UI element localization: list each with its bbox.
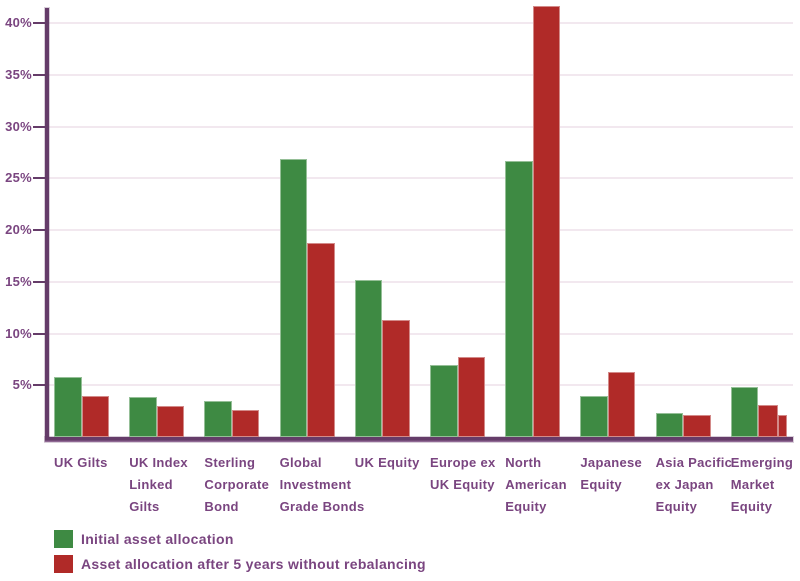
x-axis-label-7: Japanese Equity [580, 452, 666, 496]
x-axis-label-line: Grade Bonds [279, 499, 365, 514]
bar-initial-6 [505, 160, 533, 437]
x-axis-label-1: UK Index Linked Gilts [129, 452, 215, 518]
x-axis-label-8: Asia Pacific ex Japan Equity [656, 452, 742, 518]
legend-label: Asset allocation after 5 years without r… [81, 556, 426, 572]
x-axis-label-line: Equity [655, 499, 698, 514]
x-axis-label-line: UK Gilts [54, 455, 108, 470]
y-tick-mark-20% [33, 229, 46, 231]
x-axis-label-line: Equity [505, 499, 547, 514]
y-tick-label-40%: 40% [5, 15, 32, 30]
gridline-40% [49, 22, 793, 24]
bar-after5y-3 [307, 243, 335, 437]
x-axis-line [45, 437, 793, 442]
x-axis-label-6: North American Equity [505, 452, 591, 518]
x-axis-label-line: Linked [129, 477, 173, 492]
legend-swatch-red [54, 555, 73, 573]
gridline-25% [49, 177, 793, 180]
y-tick-label-20%: 20% [5, 222, 32, 237]
y-axis-line [45, 8, 49, 441]
bar-after5y-9 [758, 404, 778, 437]
legend-label: Initial asset allocation [81, 531, 234, 547]
legend: Initial asset allocation Asset allocatio… [54, 530, 426, 580]
bar-after5y-1 [156, 405, 185, 437]
y-tick-label-30%: 30% [5, 118, 32, 134]
x-axis-label-line: Global [279, 455, 322, 470]
y-tick-mark-10% [33, 332, 46, 335]
gridline-35% [49, 73, 793, 76]
bar-initial-4 [354, 279, 383, 437]
y-tick-mark-35% [33, 73, 46, 76]
y-tick-label-15%: 15% [5, 273, 32, 289]
x-axis-label-5: Europe ex UK Equity [430, 452, 516, 496]
bar-after5y-6 [532, 6, 561, 437]
x-axis-label-line: Bond [204, 499, 239, 514]
x-axis-label-line: Equity [730, 499, 773, 514]
gridline-5% [49, 384, 793, 387]
bar-after5y-2 [231, 410, 260, 437]
y-tick-mark-15% [33, 280, 46, 283]
bar-after5y-5 [457, 357, 485, 437]
x-axis-label-9: Emerging Market Equity [731, 452, 800, 518]
x-axis-label-line: Asia Pacific [655, 455, 733, 470]
bar-after5y-4 [382, 320, 410, 437]
legend-item-after-5-years: Asset allocation after 5 years without r… [54, 555, 426, 573]
bar-initial-8 [655, 413, 684, 437]
x-axis-label-line: Corporate [204, 477, 270, 492]
y-tick-mark-25% [33, 177, 46, 180]
y-tick-mark-30% [33, 125, 46, 128]
legend-item-initial-allocation: Initial asset allocation [54, 530, 426, 548]
bar-after5y-7 [607, 371, 636, 437]
y-tick-label-25%: 25% [5, 170, 32, 186]
x-axis-label-line: ex Japan [655, 477, 714, 492]
x-axis-label-line: Gilts [129, 499, 160, 514]
bar-initial-0 [54, 376, 82, 437]
x-axis-label-line: Europe ex [430, 455, 496, 470]
bar-after5y-extra-segment [777, 415, 788, 437]
y-tick-mark-5% [33, 384, 46, 387]
bar-after5y-8 [683, 415, 711, 437]
x-axis-label-line: UK Equity [430, 477, 495, 492]
gridline-15% [49, 280, 793, 283]
y-tick-label-5%: 5% [12, 377, 32, 393]
x-axis-label-line: North [505, 455, 542, 470]
x-axis-label-2: Sterling Corporate Bond [204, 452, 290, 518]
x-axis-label-line: Sterling [204, 455, 256, 470]
gridline-20% [49, 229, 793, 231]
x-axis-label-0: UK Gilts [54, 452, 140, 474]
x-axis-label-line: American [505, 477, 567, 492]
bar-initial-5 [430, 364, 458, 437]
gridline-30% [49, 125, 793, 128]
x-axis-label-line: Investment [279, 477, 352, 492]
x-axis-label-line: Equity [580, 477, 622, 492]
x-axis-label-line: UK Equity [354, 455, 420, 470]
bar-initial-2 [204, 400, 232, 437]
y-tick-label-10%: 10% [5, 325, 32, 341]
x-axis-label-line: Emerging [730, 455, 794, 470]
bar-after5y-0 [81, 395, 109, 437]
bar-initial-1 [129, 396, 157, 437]
x-axis-label-line: Japanese [580, 455, 643, 470]
y-tick-mark-40% [33, 22, 46, 24]
bar-initial-7 [580, 395, 608, 437]
bar-initial-9 [730, 387, 759, 437]
x-axis-label-3: Global Investment Grade Bonds [280, 452, 366, 518]
gridline-10% [49, 332, 793, 335]
x-axis-label-4: UK Equity [355, 452, 441, 474]
legend-swatch-green [54, 530, 73, 548]
x-axis-label-line: UK Index [129, 455, 188, 470]
y-tick-label-35%: 35% [5, 66, 32, 82]
x-axis-label-line: Market [730, 477, 775, 492]
bar-initial-3 [279, 158, 308, 437]
